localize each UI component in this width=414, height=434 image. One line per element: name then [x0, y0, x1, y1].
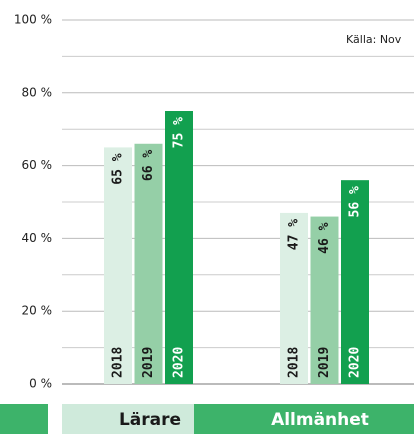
series-label: 2018: [111, 347, 126, 378]
y-tick-label: 20 %: [22, 304, 53, 318]
series-label: 2018: [287, 347, 302, 378]
y-tick-label: 80 %: [22, 85, 53, 99]
category-label: Allmänhet: [271, 410, 369, 430]
data-label: 75 %: [172, 117, 187, 148]
bar: [104, 147, 132, 384]
bar: [341, 180, 369, 384]
data-label: 47 %: [287, 219, 302, 250]
bar: [134, 143, 163, 384]
series-label: 2020: [172, 347, 187, 378]
band-dark: [194, 404, 414, 434]
bar: [310, 216, 339, 384]
bar: [165, 111, 193, 384]
category-label: Lärare: [119, 410, 181, 430]
source: Källa: Nov: [346, 33, 402, 46]
series-label: 2020: [348, 347, 363, 378]
data-label: 66 %: [141, 150, 156, 181]
data-label: 46 %: [317, 222, 332, 253]
y-tick-label: 100 %: [14, 13, 52, 27]
y-tick-label: 60 %: [22, 158, 53, 172]
y-tick-label: 0 %: [29, 377, 52, 391]
series-label: 2019: [141, 347, 156, 378]
band-left: [0, 404, 48, 434]
band-light: [62, 404, 194, 434]
series-label: 2019: [317, 347, 332, 378]
y-tick-label: 40 %: [22, 231, 53, 245]
data-label: 56 %: [348, 186, 363, 217]
data-label: 65 %: [111, 153, 126, 184]
bar: [280, 212, 308, 384]
